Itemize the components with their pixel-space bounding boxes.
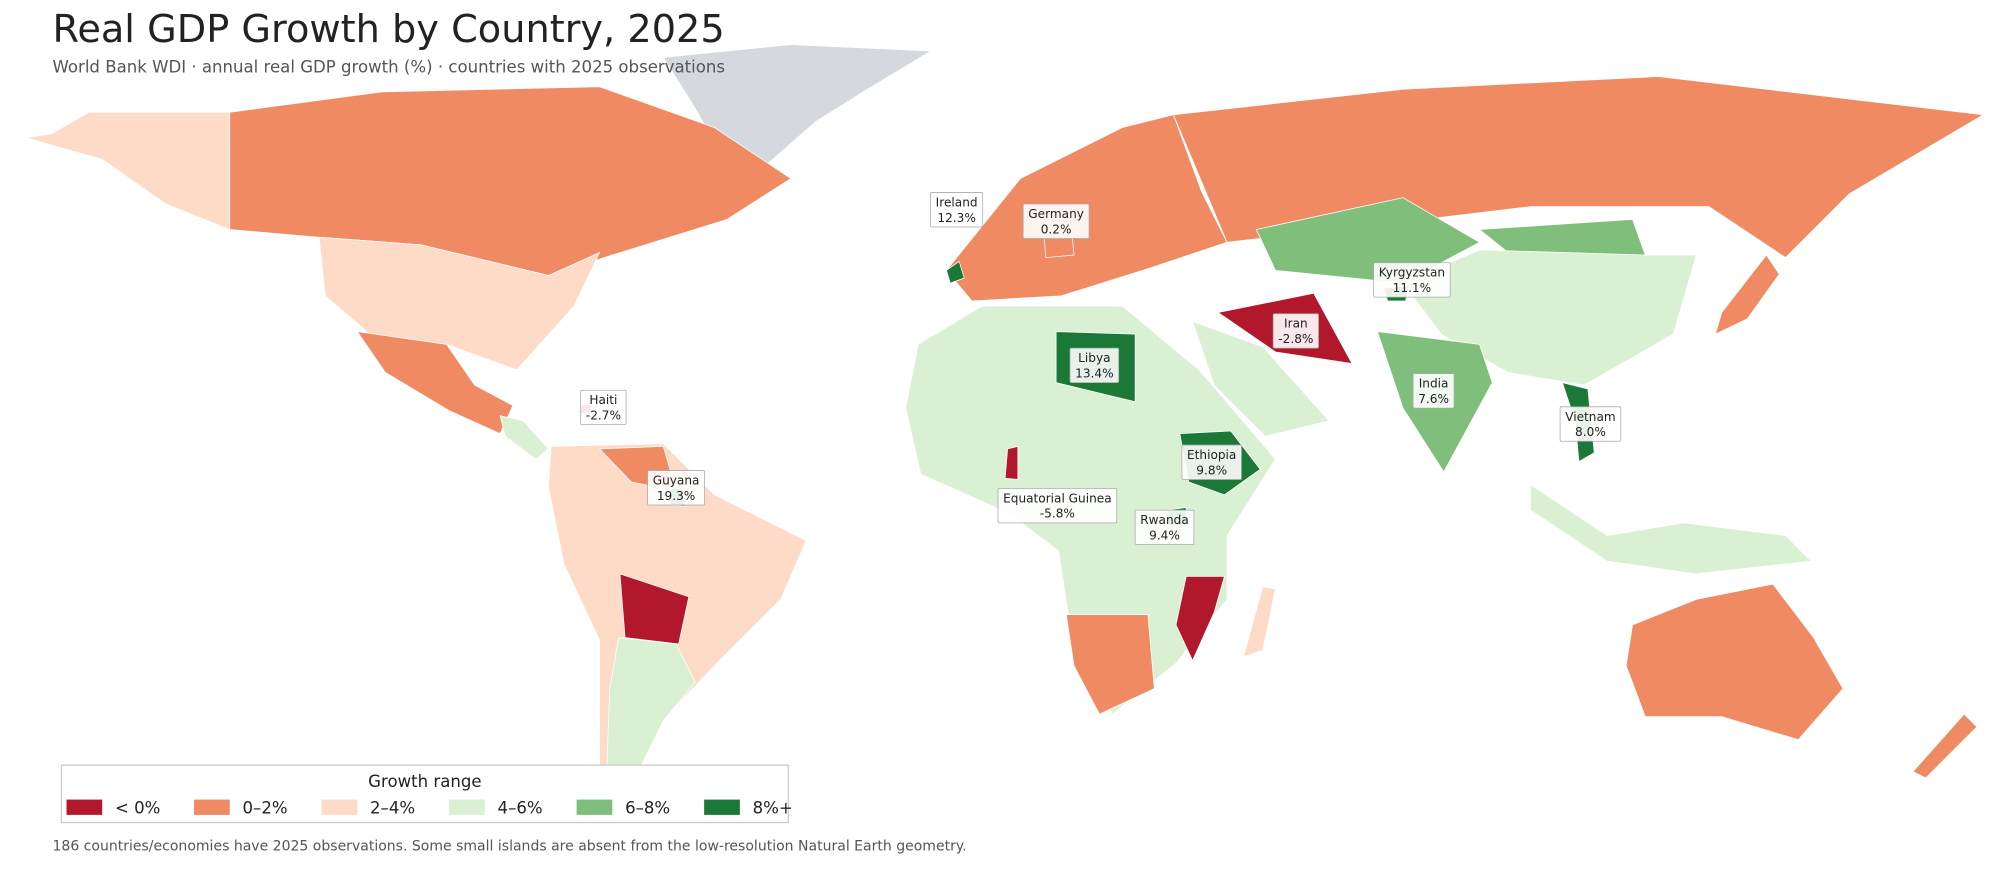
subtitle: World Bank WDI · annual real GDP growth … (52, 58, 725, 77)
legend: < 0% 0–2% 2–4% 4–6% 6–8% 8%+ (66, 799, 793, 818)
label-box (1559, 406, 1622, 442)
legend-swatch (66, 799, 103, 815)
label-box (1069, 347, 1120, 383)
label-box (930, 192, 984, 228)
country-value: 11.1% (1393, 281, 1431, 295)
legend-label: < 0% (115, 799, 160, 818)
country-name: Haiti (589, 393, 617, 407)
land (25, 44, 1985, 794)
legend-swatch (194, 799, 230, 815)
country-value: 7.6% (1418, 392, 1449, 406)
country-name: Germany (1028, 207, 1084, 221)
country-value: 0.2% (1041, 222, 1072, 236)
label-box (1022, 203, 1090, 239)
country-value: 8.0% (1575, 425, 1606, 439)
label-box (580, 389, 627, 426)
legend-swatch (576, 799, 613, 815)
australia (1625, 583, 1844, 741)
legend-box (60, 764, 789, 824)
country-label: Haiti -2.7% (580, 389, 627, 426)
legend-swatch (321, 799, 358, 815)
mozambique (1175, 576, 1225, 662)
country-name: Equatorial Guinea (1003, 491, 1112, 505)
label-box (1134, 509, 1195, 545)
canada (229, 86, 792, 276)
label-box (997, 488, 1118, 524)
legend-swatch (449, 799, 485, 815)
label-box (1373, 262, 1451, 298)
country-name: Vietnam (1565, 410, 1615, 424)
alaska (25, 111, 231, 231)
country-value: -2.8% (1278, 332, 1313, 346)
southern-africa (1065, 614, 1155, 715)
country-name: Libya (1078, 351, 1110, 365)
country-value: 13.4% (1075, 366, 1113, 380)
label-box (647, 470, 705, 506)
middle-east (1191, 320, 1330, 437)
legend-swatch (704, 799, 740, 815)
country-label: Iran-2.8% (1272, 313, 1319, 349)
country-name: Ireland (936, 196, 978, 210)
central-america (499, 415, 550, 460)
legend-label: 0–2% (242, 799, 287, 818)
country (945, 260, 965, 284)
country-value: -2.7% (586, 409, 621, 423)
country-name: India (1419, 377, 1449, 391)
footnote: 186 countries/economies have 2025 observ… (52, 839, 966, 855)
new-zealand (1912, 713, 1978, 779)
label-box (1412, 373, 1455, 409)
country-value: -5.8% (1040, 507, 1075, 521)
country-value: 9.4% (1149, 528, 1180, 542)
title: Real GDP Growth by Country, 2025 (52, 7, 724, 52)
argentina (605, 637, 696, 794)
label-box (1272, 313, 1319, 349)
legend-label: 4–6% (498, 799, 543, 818)
se-asia-islands (1530, 483, 1812, 575)
country-name: Ethiopia (1187, 448, 1236, 462)
madagascar (1243, 586, 1276, 658)
label-box (1181, 444, 1242, 480)
country-name: Guyana (653, 474, 700, 488)
country-value: 19.3% (657, 489, 695, 503)
country-label: Equatorial Guinea -5.8% (997, 488, 1118, 524)
country-value: 9.8% (1196, 463, 1227, 477)
country-name: Rwanda (1140, 513, 1189, 527)
legend-label: 2–4% (370, 799, 415, 818)
country-value: 12.3% (937, 211, 975, 225)
legend-title: Growth range (368, 772, 481, 791)
japan (1714, 254, 1780, 335)
legend-label: 8%+ (753, 799, 793, 818)
bolivia (619, 573, 690, 645)
country-name: Kyrgyzstan (1379, 266, 1445, 280)
legend-label: 6–8% (625, 799, 670, 818)
greenland (662, 44, 933, 167)
country (1004, 445, 1019, 480)
country-name: Iran (1284, 317, 1308, 331)
